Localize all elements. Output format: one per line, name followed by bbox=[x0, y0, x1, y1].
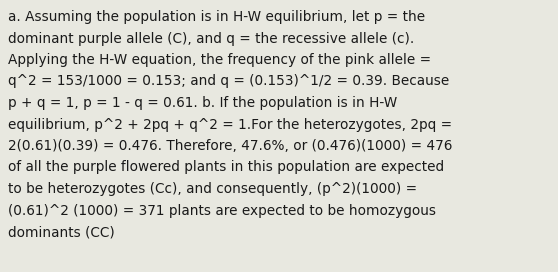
Text: a. Assuming the population is in H-W equilibrium, let p = the: a. Assuming the population is in H-W equ… bbox=[8, 10, 425, 24]
Text: 2(0.61)(0.39) = 0.476. Therefore, 47.6%, or (0.476)(1000) = 476: 2(0.61)(0.39) = 0.476. Therefore, 47.6%,… bbox=[8, 139, 453, 153]
Text: (0.61)^2 (1000) = 371 plants are expected to be homozygous: (0.61)^2 (1000) = 371 plants are expecte… bbox=[8, 203, 436, 218]
Text: equilibrium, p^2 + 2pq + q^2 = 1.For the heterozygotes, 2pq =: equilibrium, p^2 + 2pq + q^2 = 1.For the… bbox=[8, 118, 452, 131]
Text: to be heterozygotes (Cc), and consequently, (p^2)(1000) =: to be heterozygotes (Cc), and consequent… bbox=[8, 182, 417, 196]
Text: dominants (CC): dominants (CC) bbox=[8, 225, 115, 239]
Text: q^2 = 153/1000 = 0.153; and q = (0.153)^1/2 = 0.39. Because: q^2 = 153/1000 = 0.153; and q = (0.153)^… bbox=[8, 75, 449, 88]
Text: dominant purple allele (C), and q = the recessive allele (c).: dominant purple allele (C), and q = the … bbox=[8, 32, 414, 45]
Text: of all the purple flowered plants in this population are expected: of all the purple flowered plants in thi… bbox=[8, 160, 444, 175]
Text: Applying the H-W equation, the frequency of the pink allele =: Applying the H-W equation, the frequency… bbox=[8, 53, 431, 67]
Text: p + q = 1, p = 1 - q = 0.61. b. If the population is in H-W: p + q = 1, p = 1 - q = 0.61. b. If the p… bbox=[8, 96, 397, 110]
